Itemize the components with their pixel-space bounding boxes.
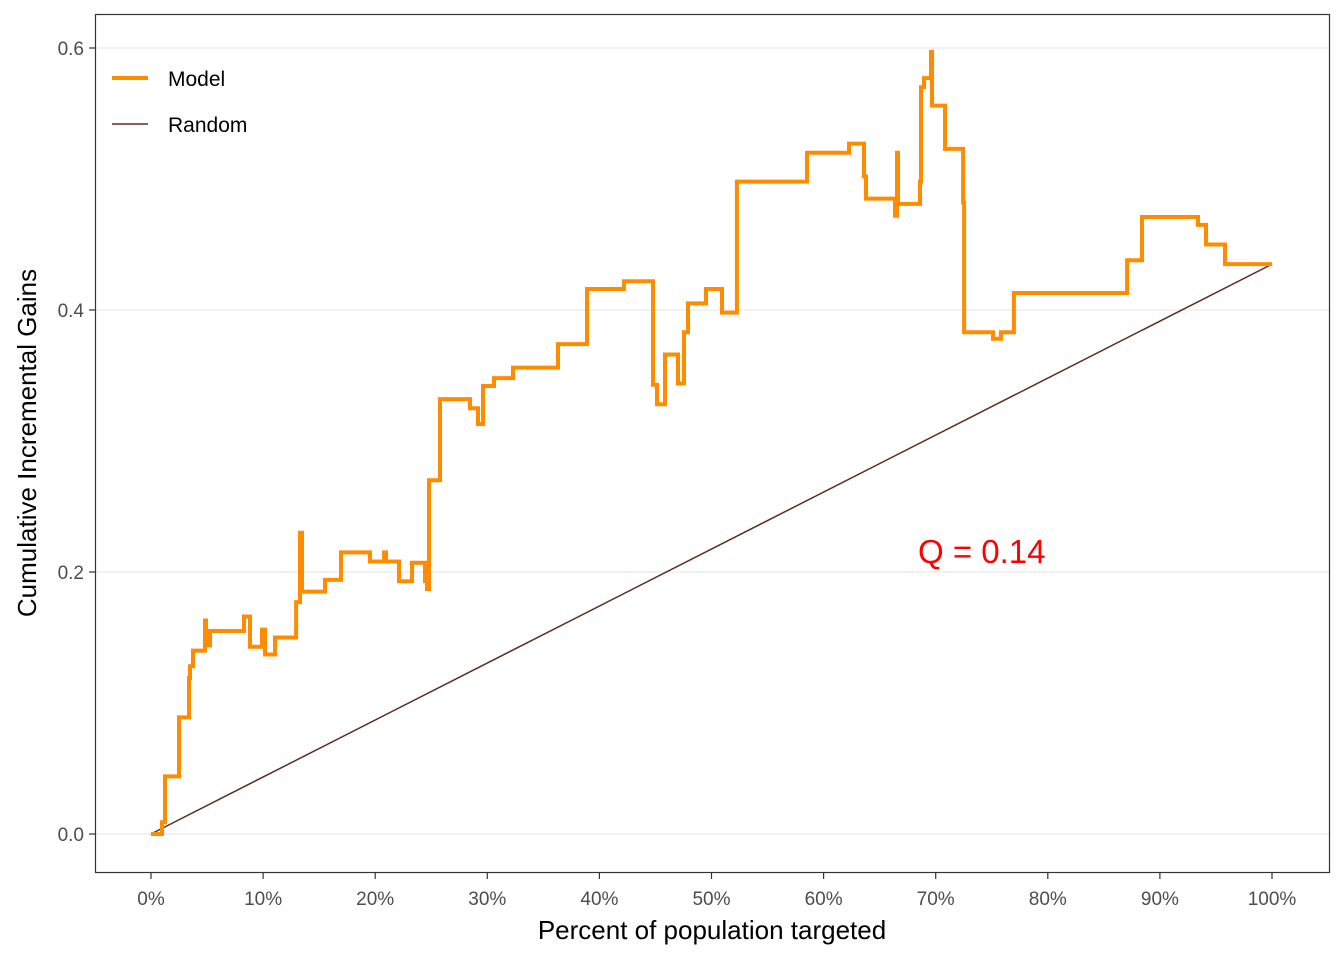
x-tick-label: 70%: [917, 889, 955, 910]
x-tick-label: 30%: [468, 889, 506, 910]
x-tick-label: 60%: [805, 889, 843, 910]
y-tick-label: 0.0: [58, 825, 84, 846]
y-axis: 0.0 0.2 0.4 0.6: [58, 39, 95, 846]
panel-border: [94, 13, 1331, 874]
series-random-line: [150, 263, 1273, 835]
series-model-line: [151, 49, 1272, 836]
series-layer: [150, 49, 1273, 836]
y-tick-label: 0.6: [58, 39, 84, 60]
x-tick-label: 100%: [1248, 889, 1297, 910]
x-tick-label: 10%: [244, 889, 282, 910]
y-tick-label: 0.2: [58, 563, 84, 584]
x-axis-title: Percent of population targeted: [538, 915, 886, 945]
y-tick-label: 0.4: [58, 301, 85, 322]
x-tick-label: 40%: [580, 889, 618, 910]
x-tick-label: 80%: [1029, 889, 1067, 910]
legend-label-model: Model: [168, 68, 225, 91]
legend-label-random: Random: [168, 114, 247, 137]
legend: Model Random: [112, 68, 247, 137]
x-tick-label: 90%: [1141, 889, 1179, 910]
x-axis: 0% 10% 20% 30% 40% 50% 60% 70% 80% 90% 100%: [137, 873, 1296, 910]
x-tick-label: 50%: [692, 889, 730, 910]
x-tick-label: 0%: [137, 889, 165, 910]
x-tick-label: 20%: [356, 889, 394, 910]
y-axis-title: Cumulative Incremental Gains: [12, 269, 42, 617]
q-annotation: Q = 0.14: [918, 533, 1046, 570]
